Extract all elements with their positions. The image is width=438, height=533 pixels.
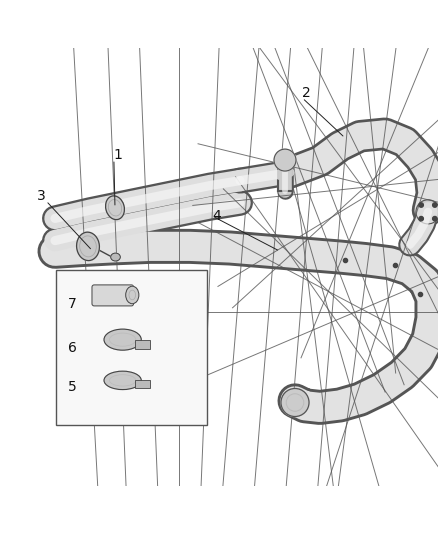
Circle shape — [419, 203, 424, 207]
Circle shape — [419, 216, 424, 221]
Ellipse shape — [106, 196, 124, 220]
Ellipse shape — [104, 329, 141, 350]
Circle shape — [433, 203, 437, 207]
Ellipse shape — [77, 232, 99, 261]
Ellipse shape — [126, 286, 139, 304]
FancyBboxPatch shape — [92, 285, 134, 306]
FancyBboxPatch shape — [135, 340, 150, 349]
Text: 6: 6 — [68, 341, 77, 354]
Circle shape — [281, 389, 309, 416]
Text: 5: 5 — [68, 380, 77, 394]
FancyBboxPatch shape — [135, 379, 150, 388]
Ellipse shape — [111, 253, 120, 261]
Text: 1: 1 — [114, 148, 123, 162]
Ellipse shape — [104, 371, 141, 390]
Circle shape — [433, 216, 437, 221]
Text: 3: 3 — [37, 189, 46, 204]
Text: 2: 2 — [302, 86, 311, 101]
FancyBboxPatch shape — [56, 270, 207, 425]
Ellipse shape — [416, 200, 438, 224]
Text: 4: 4 — [212, 209, 221, 223]
Text: 7: 7 — [68, 297, 77, 311]
Circle shape — [274, 149, 296, 171]
